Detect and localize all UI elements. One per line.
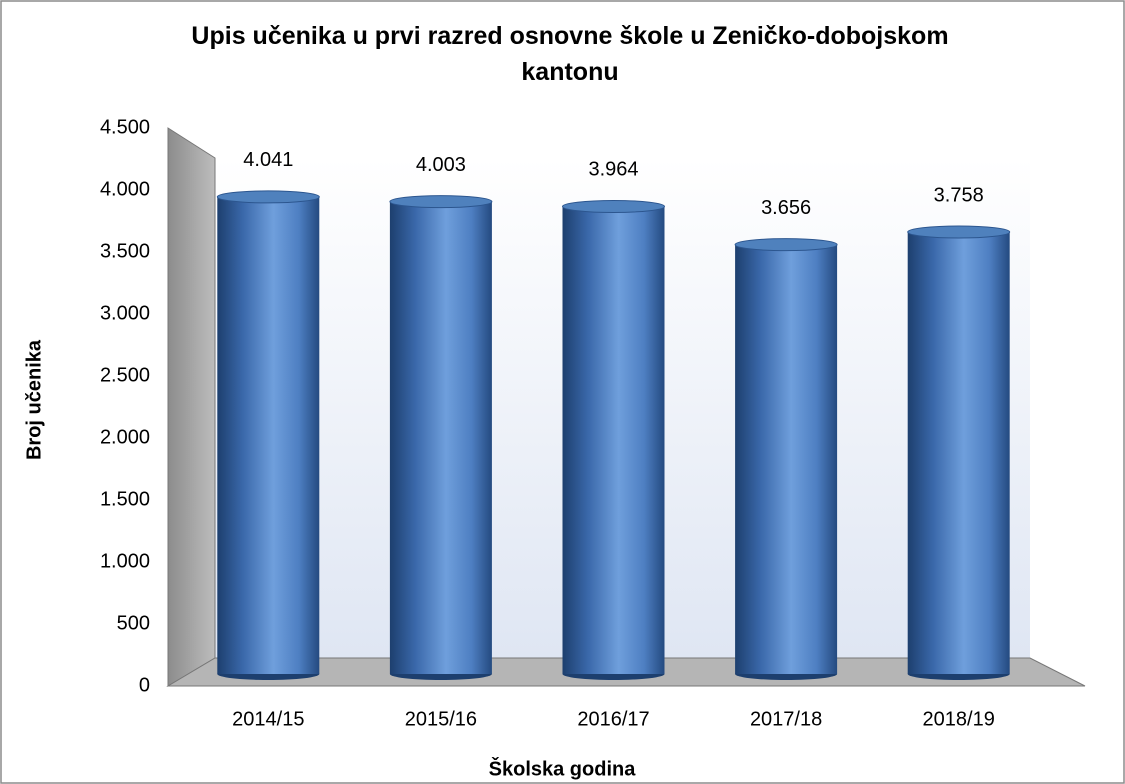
x-tick-label: 2018/19 [923, 708, 995, 730]
bar [389, 201, 492, 675]
y-axis-label: Broj učenika [23, 339, 45, 460]
y-tick-label: 3.500 [100, 240, 150, 262]
y-tick-label: 4.500 [100, 116, 150, 138]
data-label: 3.758 [934, 184, 984, 206]
y-tick-label: 1.500 [100, 488, 150, 510]
data-label: 3.964 [588, 159, 638, 181]
data-label: 3.656 [761, 197, 811, 219]
y-tick-label: 3.000 [100, 302, 150, 324]
bar-top [734, 238, 838, 252]
y-tick-label: 0 [139, 674, 150, 696]
y-tick-label: 500 [117, 612, 150, 634]
data-label: 4.003 [416, 154, 466, 176]
bar [907, 232, 1010, 674]
bar-top [907, 225, 1011, 239]
bar-top [216, 190, 320, 204]
x-tick-label: 2014/15 [232, 708, 304, 730]
y-tick-label: 2.500 [100, 364, 150, 386]
x-tick-label: 2017/18 [750, 708, 822, 730]
x-tick-label: 2015/16 [405, 708, 477, 730]
bar [735, 244, 838, 674]
x-tick-label: 2016/17 [577, 708, 649, 730]
side-wall [167, 127, 216, 687]
bar-top [389, 195, 493, 209]
bar [562, 206, 665, 675]
bar [217, 196, 320, 674]
bar-top [562, 199, 665, 213]
data-label: 4.041 [243, 149, 293, 171]
y-tick-label: 4.000 [100, 178, 150, 200]
y-tick-label: 2.000 [100, 426, 150, 448]
chart-title: Upis učenika u prvi razred osnovne škole… [191, 22, 949, 86]
y-tick-label: 1.000 [100, 550, 150, 572]
x-axis-label: Školska godina [489, 756, 637, 780]
